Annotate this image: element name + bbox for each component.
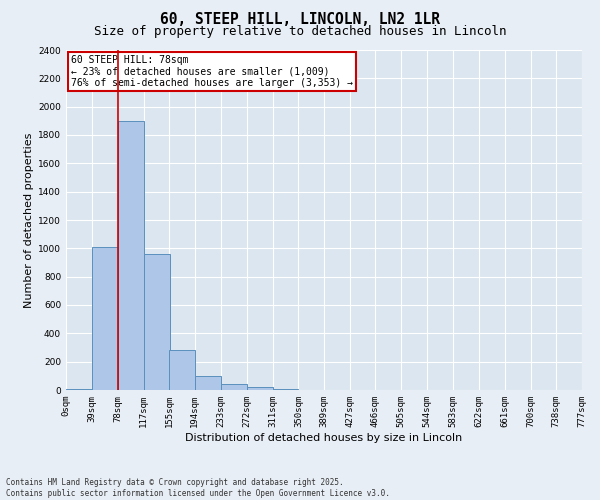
X-axis label: Distribution of detached houses by size in Lincoln: Distribution of detached houses by size … xyxy=(185,432,463,442)
Text: 60 STEEP HILL: 78sqm
← 23% of detached houses are smaller (1,009)
76% of semi-de: 60 STEEP HILL: 78sqm ← 23% of detached h… xyxy=(71,55,353,88)
Bar xyxy=(143,254,170,390)
Text: 60, STEEP HILL, LINCOLN, LN2 1LR: 60, STEEP HILL, LINCOLN, LN2 1LR xyxy=(160,12,440,28)
Bar xyxy=(118,121,143,390)
Bar xyxy=(92,247,118,390)
Bar xyxy=(169,350,195,390)
Y-axis label: Number of detached properties: Number of detached properties xyxy=(24,132,34,308)
Text: Contains HM Land Registry data © Crown copyright and database right 2025.
Contai: Contains HM Land Registry data © Crown c… xyxy=(6,478,390,498)
Bar xyxy=(221,384,247,390)
Bar xyxy=(195,376,221,390)
Text: Size of property relative to detached houses in Lincoln: Size of property relative to detached ho… xyxy=(94,25,506,38)
Bar xyxy=(247,387,272,390)
